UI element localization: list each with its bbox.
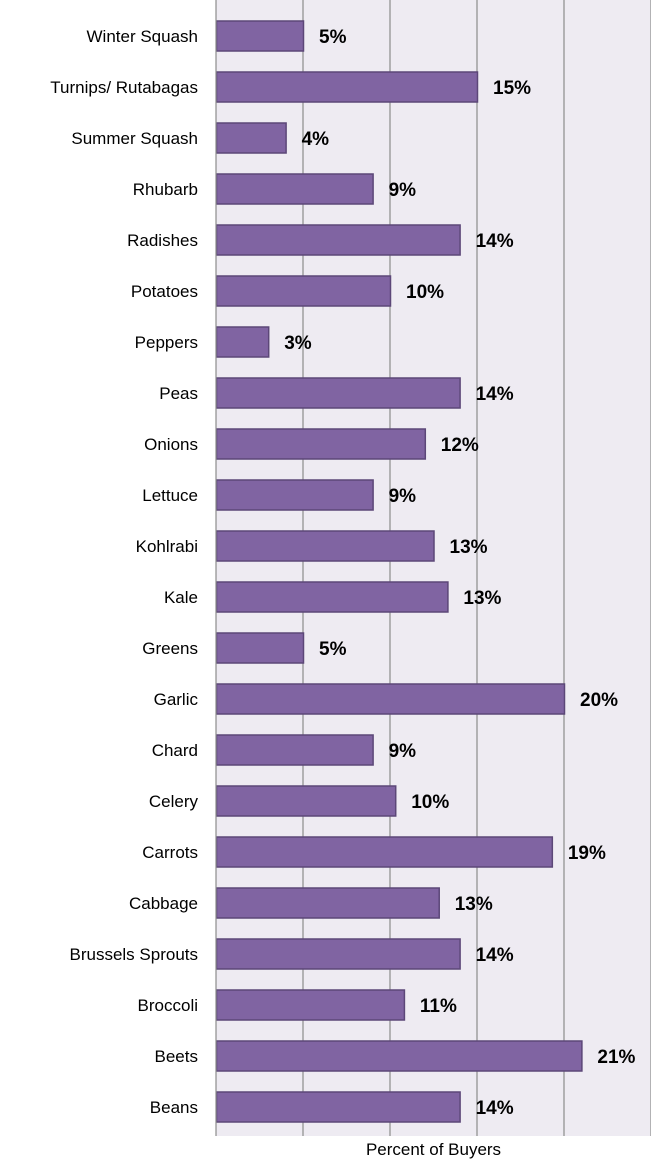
data-label: 3% bbox=[284, 333, 312, 354]
category-label: Winter Squash bbox=[87, 27, 199, 46]
bar bbox=[215, 1091, 461, 1123]
data-label: 9% bbox=[389, 741, 417, 762]
bar bbox=[215, 530, 435, 562]
category-label: Potatoes bbox=[131, 282, 198, 301]
category-label: Summer Squash bbox=[71, 129, 198, 148]
data-label: 14% bbox=[476, 231, 514, 252]
bar bbox=[215, 938, 461, 970]
bar bbox=[215, 836, 554, 868]
category-label: Turnips/ Rutabagas bbox=[50, 78, 198, 97]
data-label: 5% bbox=[319, 27, 347, 48]
category-label: Onions bbox=[144, 435, 198, 454]
category-label: Greens bbox=[142, 639, 198, 658]
data-label: 14% bbox=[476, 384, 514, 405]
category-label: Peppers bbox=[135, 333, 198, 352]
category-label: Beets bbox=[155, 1047, 198, 1066]
category-label: Brussels Sprouts bbox=[70, 945, 199, 964]
data-label: 12% bbox=[441, 435, 479, 456]
data-label: 9% bbox=[389, 180, 417, 201]
bar bbox=[215, 275, 392, 307]
category-label: Broccoli bbox=[138, 996, 198, 1015]
bar bbox=[215, 326, 270, 358]
bar bbox=[215, 887, 440, 919]
category-label: Kohlrabi bbox=[136, 537, 198, 556]
data-label: 13% bbox=[455, 894, 493, 915]
bars bbox=[215, 20, 583, 1123]
category-label: Celery bbox=[149, 792, 199, 811]
bar bbox=[215, 224, 461, 256]
data-label: 10% bbox=[411, 792, 449, 813]
data-label: 11% bbox=[420, 996, 457, 1017]
bar bbox=[215, 683, 566, 715]
data-label: 9% bbox=[389, 486, 417, 507]
value-labels: 5% 15% 4% 9% 14% 10% 3% 14% 12% 9% 13% 13% 5% 20% 9% 10… bbox=[284, 27, 635, 1119]
bar bbox=[215, 989, 406, 1021]
bar bbox=[215, 20, 305, 52]
bar bbox=[215, 122, 287, 154]
data-label: 14% bbox=[476, 1098, 514, 1119]
bar bbox=[215, 1040, 583, 1072]
category-label: Carrots bbox=[142, 843, 198, 862]
data-label: 19% bbox=[568, 843, 606, 864]
data-label: 14% bbox=[476, 945, 514, 966]
bar bbox=[215, 785, 397, 817]
category-label: Chard bbox=[152, 741, 198, 760]
data-label: 20% bbox=[580, 690, 618, 711]
category-label: Cabbage bbox=[129, 894, 198, 913]
bar bbox=[215, 71, 479, 103]
category-labels: Winter Squash Turnips/ Rutabagas Summer Sq… bbox=[50, 27, 198, 1117]
data-label: 13% bbox=[463, 588, 501, 609]
bar bbox=[215, 581, 449, 613]
data-label: 10% bbox=[406, 282, 444, 303]
bar bbox=[215, 632, 305, 664]
category-label: Lettuce bbox=[142, 486, 198, 505]
data-label: 15% bbox=[493, 78, 531, 99]
bar bbox=[215, 479, 374, 511]
bar bbox=[215, 734, 374, 766]
data-label: 5% bbox=[319, 639, 347, 660]
x-axis-title: Percent of Buyers bbox=[366, 1140, 501, 1159]
data-label: 13% bbox=[450, 537, 488, 558]
category-label: Peas bbox=[159, 384, 198, 403]
category-label: Beans bbox=[150, 1098, 198, 1117]
bar bbox=[215, 173, 374, 205]
bar bbox=[215, 377, 461, 409]
category-label: Kale bbox=[164, 588, 198, 607]
data-label: 4% bbox=[302, 129, 330, 150]
data-label: 21% bbox=[597, 1047, 635, 1068]
bar bbox=[215, 428, 427, 460]
category-label: Garlic bbox=[154, 690, 199, 709]
category-label: Radishes bbox=[127, 231, 198, 250]
category-label: Rhubarb bbox=[133, 180, 198, 199]
